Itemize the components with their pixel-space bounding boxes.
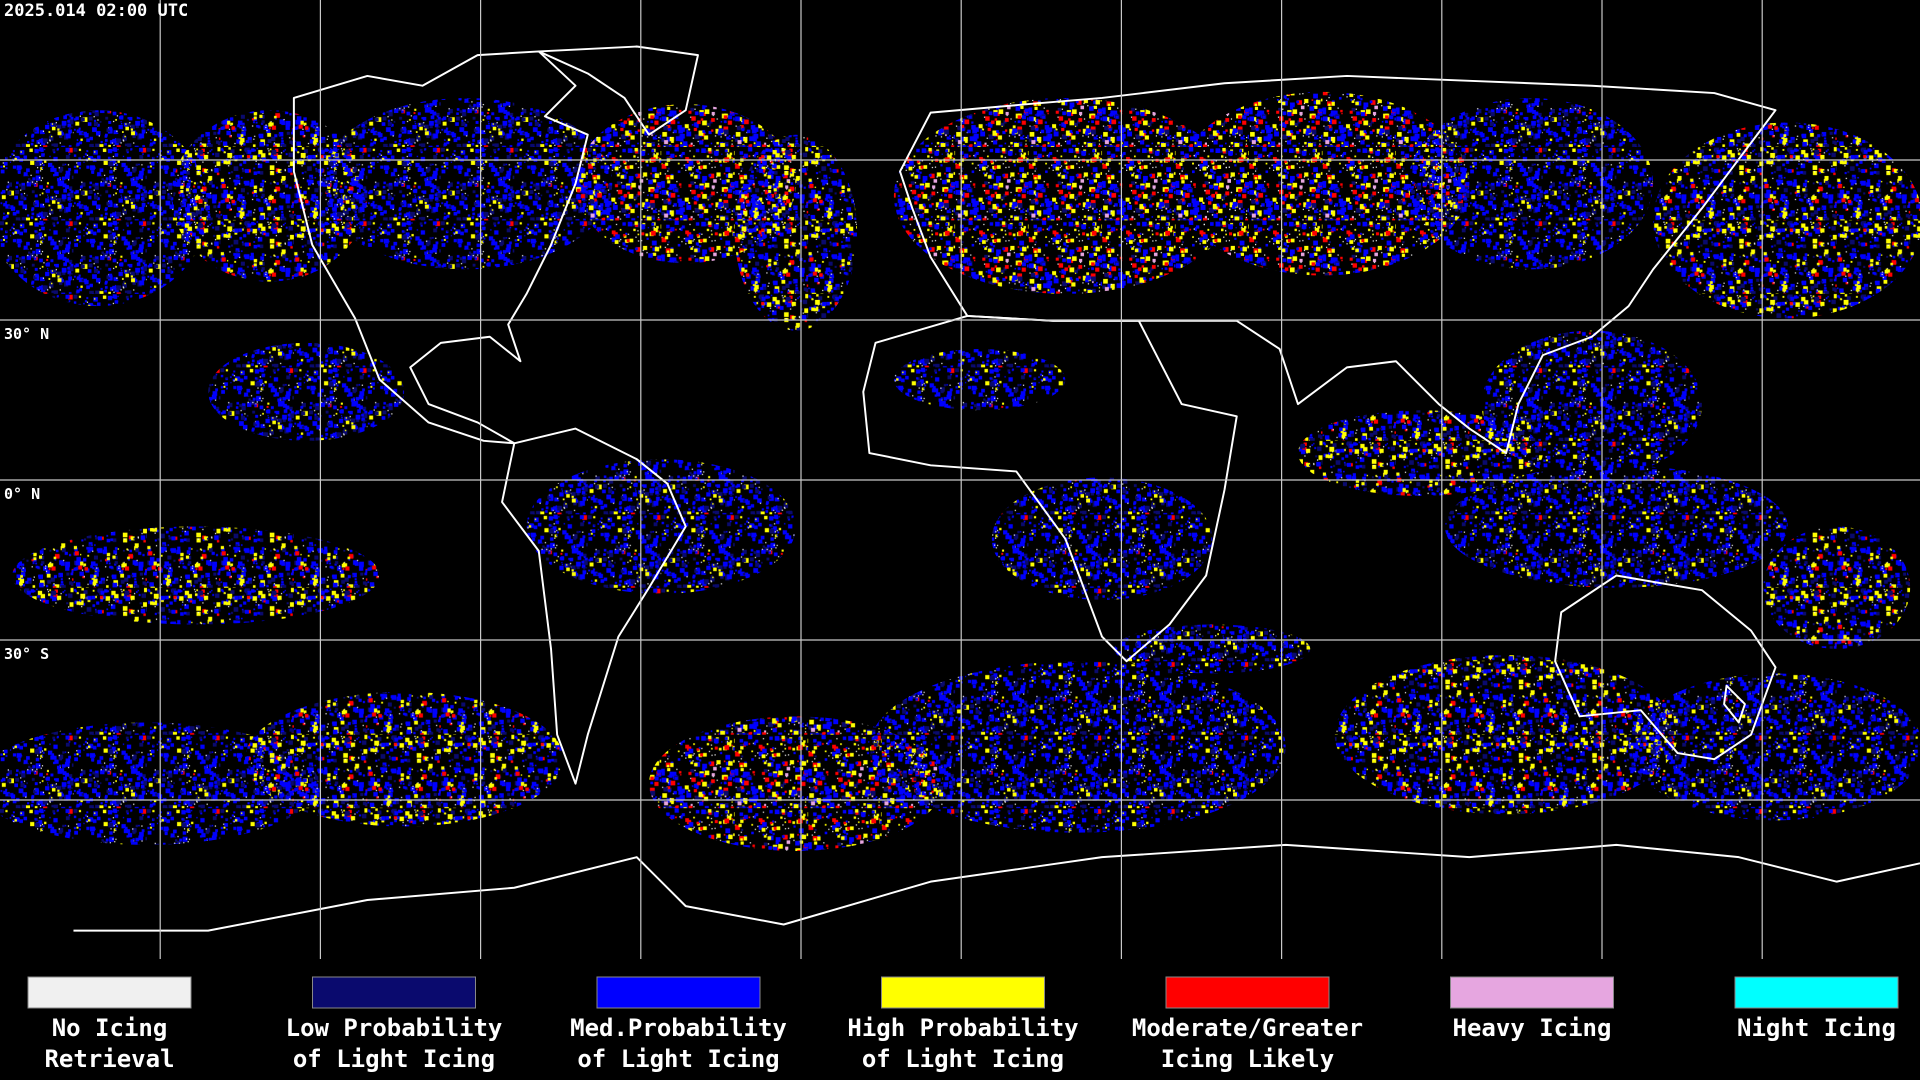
- coastline: [501, 427, 687, 785]
- icing-area: [1297, 410, 1543, 496]
- legend-swatch: [312, 976, 476, 1009]
- icing-area: [648, 716, 943, 852]
- icing-area: [171, 110, 368, 282]
- icing-area: [1114, 624, 1311, 674]
- icing-area: [1628, 673, 1920, 821]
- coastline: [292, 50, 589, 445]
- legend-label: Retrieval: [44, 1045, 174, 1073]
- coastline: [1723, 684, 1746, 724]
- icing-area: [1444, 465, 1788, 588]
- legend-swatch: [1165, 976, 1330, 1009]
- icing-area: [893, 348, 1066, 411]
- icing-area: [991, 477, 1213, 601]
- legend-swatch: [1734, 976, 1899, 1009]
- coastlines: [73, 45, 1920, 932]
- legend-label: No Icing: [52, 1014, 168, 1042]
- coastline: [899, 74, 1777, 455]
- legend-label: Heavy Icing: [1453, 1014, 1612, 1042]
- icing-area: [1334, 655, 1678, 815]
- legend-label: of Light Icing: [862, 1045, 1064, 1073]
- coastline: [73, 843, 1920, 932]
- latitude-labels: 30° N 0° N 30° S: [4, 325, 49, 663]
- icing-area: [0, 722, 319, 845]
- legend-swatch: [881, 976, 1045, 1009]
- icing-area: [12, 526, 380, 625]
- icing-area: [869, 661, 1286, 833]
- icing-area: [1408, 97, 1654, 270]
- legend-label: of Light Icing: [577, 1045, 779, 1073]
- legend-label: High Probability: [847, 1014, 1078, 1042]
- icing-area: [893, 97, 1237, 294]
- legend-label: Icing Likely: [1161, 1045, 1334, 1073]
- icing-area: [734, 134, 858, 331]
- legend-label: Moderate/Greater: [1132, 1014, 1363, 1042]
- icing-area: [318, 97, 613, 270]
- legend-label: Med.Probability: [570, 1014, 787, 1042]
- legend-label: Night Icing: [1737, 1014, 1896, 1042]
- legend: No Icing Retrieval Low Probability of Light…: [27, 976, 1899, 1073]
- icing-area: [1175, 91, 1470, 276]
- legend-label: Low Probability: [286, 1014, 503, 1042]
- icing-area: [1653, 122, 1920, 319]
- legend-swatch: [27, 976, 192, 1009]
- legend-swatch: [1450, 976, 1614, 1009]
- latitude-label: 30° S: [4, 645, 49, 663]
- icing-area: [526, 459, 796, 594]
- latitude-label: 30° N: [4, 325, 49, 343]
- timestamp: 2025.014 02:00 UTC: [4, 1, 188, 21]
- legend-swatch: [596, 976, 761, 1009]
- icing-area: [244, 691, 564, 827]
- icing-layer: [0, 91, 1920, 852]
- graticule: [0, 0, 1920, 959]
- icing-area: [0, 110, 209, 307]
- latitude-label: 0° N: [4, 485, 40, 503]
- legend-label: of Light Icing: [293, 1045, 495, 1073]
- coastline: [1554, 574, 1777, 761]
- icing-area: [1763, 526, 1911, 649]
- coastline: [537, 45, 699, 136]
- icing-area: [208, 342, 405, 441]
